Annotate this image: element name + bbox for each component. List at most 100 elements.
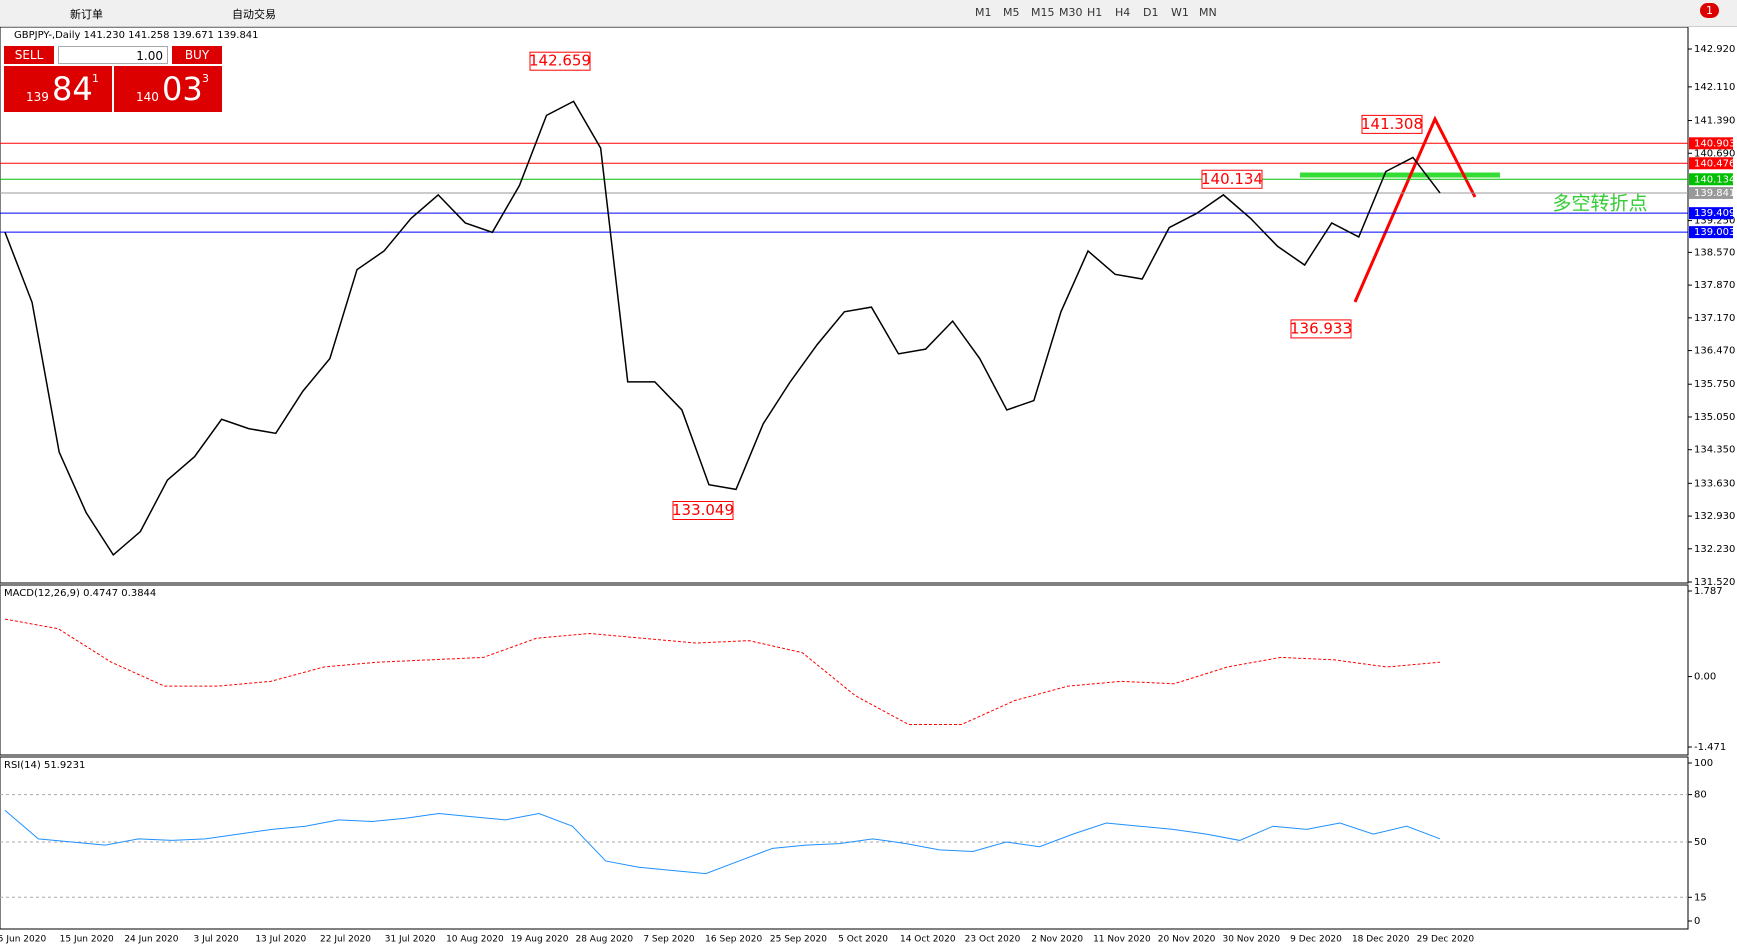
series-line [4, 100, 1441, 557]
toolbar: 新订单 自动交易 1 M1 M5 M15 M30 H1 H4 D1 W1 MN [0, 0, 1737, 27]
y-tick-label: 132.930 [1694, 511, 1735, 522]
annotation: 136.933 [1290, 319, 1352, 337]
bid-main: 84 [52, 70, 93, 108]
y-tick-label: 134.350 [1694, 445, 1735, 456]
annotation-box [672, 501, 734, 521]
annotation: 140.134 [1201, 170, 1263, 188]
x-tick-label: 18 Dec 2020 [1352, 935, 1410, 945]
timeframe-button[interactable]: MN [1199, 6, 1217, 19]
timeframe-button[interactable]: W1 [1171, 6, 1189, 19]
x-tick-label: 24 Jun 2020 [124, 935, 178, 945]
lot-input[interactable]: 1.00 [58, 46, 168, 64]
bid-price[interactable]: 139 84 1 [4, 66, 112, 112]
y-tick-label: 142.920 [1694, 44, 1735, 55]
panel-title: MACD(12,26,9) 0.4747 0.3844 [4, 588, 156, 599]
annotation-box [1361, 114, 1423, 134]
y-tick-label: 135.050 [1694, 412, 1735, 423]
x-tick-label: 9 Dec 2020 [1290, 935, 1342, 945]
x-tick-label: 22 Jul 2020 [320, 935, 371, 945]
price-level-box [1689, 207, 1733, 220]
panel-title: GBPJPY-,Daily 141.230 141.258 139.671 13… [14, 30, 259, 41]
timeframe-button[interactable]: H4 [1115, 6, 1131, 19]
x-tick-label: 3 Jul 2020 [193, 935, 238, 945]
main-frame [0, 27, 1689, 584]
annotation: 142.659 [529, 52, 591, 70]
x-tick-label: 23 Oct 2020 [965, 935, 1021, 945]
x-tick-label: 16 Sep 2020 [705, 935, 762, 945]
x-tick-label: 14 Oct 2020 [900, 935, 956, 945]
y-tick-label: 0 [1694, 916, 1700, 927]
y-tick-label: 0.00 [1694, 672, 1716, 683]
y-tick-label: 132.230 [1694, 544, 1735, 555]
price-level-label: 140.476 [1694, 158, 1735, 169]
price-level-box [1689, 226, 1733, 239]
price-level-label: 139.841 [1694, 188, 1735, 199]
price-level-label: 139.409 [1694, 208, 1735, 219]
auto-trading-button[interactable]: 自动交易 [232, 8, 276, 21]
x-tick-label: 13 Jul 2020 [255, 935, 306, 945]
x-tick-label: 19 Aug 2020 [511, 935, 569, 945]
annotation: 133.049 [672, 501, 734, 519]
y-tick-label: 50 [1694, 837, 1707, 848]
x-tick-label: 11 Nov 2020 [1093, 935, 1151, 945]
bid-big: 139 [26, 90, 49, 104]
trade-panel: SELL 1.00 BUY 139 84 1 140 03 3 [4, 46, 222, 112]
price-level-box [1689, 157, 1733, 170]
price-level-label: 139.003 [1694, 227, 1735, 238]
chart: GBPJPY-,Daily 141.230 141.258 139.671 13… [0, 27, 1735, 945]
x-tick-label: 5 Oct 2020 [838, 935, 888, 945]
x-tick-label: 30 Nov 2020 [1222, 935, 1280, 945]
price-level-box [1689, 186, 1733, 199]
timeframe-button[interactable]: M30 [1059, 6, 1083, 19]
x-tick-label: 31 Jul 2020 [385, 935, 436, 945]
ask-sup: 3 [202, 72, 209, 85]
bid-sup: 1 [92, 72, 99, 85]
y-tick-label: -1.471 [1694, 742, 1726, 753]
x-tick-label: 20 Nov 2020 [1158, 935, 1216, 945]
y-tick-label: 100 [1694, 758, 1713, 769]
price-level-box [1689, 173, 1733, 186]
macd-frame [0, 584, 1689, 756]
timeframe-button[interactable]: D1 [1143, 6, 1159, 19]
x-tick-label: 10 Aug 2020 [446, 935, 504, 945]
y-tick-label: 139.250 [1694, 216, 1735, 227]
annotation-box [1201, 169, 1263, 189]
buy-button[interactable]: BUY [172, 46, 222, 64]
x-tick-label: 15 Jun 2020 [60, 935, 114, 945]
y-tick-label: 1.787 [1694, 586, 1723, 597]
y-tick-label: 142.110 [1694, 82, 1735, 93]
x-tick-label: 25 Sep 2020 [770, 935, 827, 945]
new-order-button[interactable]: 新订单 [70, 8, 103, 21]
ask-price[interactable]: 140 03 3 [114, 66, 222, 112]
timeframe-button[interactable]: M1 [975, 6, 992, 19]
price-level-box [1689, 137, 1733, 150]
series-line [4, 618, 1441, 725]
price-level-label: 140.134 [1694, 174, 1735, 185]
y-tick-label: 141.390 [1694, 116, 1735, 127]
series-line [4, 810, 1441, 875]
ask-main: 03 [162, 70, 203, 108]
price-level-label: 140.903 [1694, 138, 1735, 149]
x-tick-label: 28 Aug 2020 [575, 935, 633, 945]
y-tick-label: 135.750 [1694, 379, 1735, 390]
y-tick-label: 80 [1694, 790, 1707, 801]
y-tick-label: 140.690 [1694, 148, 1735, 159]
timeframe-button[interactable]: M5 [1003, 6, 1020, 19]
timeframe-button[interactable]: H1 [1087, 6, 1103, 19]
y-tick-label: 136.470 [1694, 346, 1735, 357]
x-tick-label: 29 Dec 2020 [1417, 935, 1475, 945]
rsi-frame [0, 756, 1689, 930]
y-tick-label: 137.170 [1694, 313, 1735, 324]
annotation-box [529, 51, 591, 71]
panel-title: RSI(14) 51.9231 [4, 760, 85, 771]
notification-badge[interactable]: 1 [1700, 3, 1719, 18]
sell-button[interactable]: SELL [4, 46, 54, 64]
note: 多空转折点 [1552, 193, 1647, 215]
y-tick-label: 131.520 [1694, 577, 1735, 588]
x-tick-label: 5 Jun 2020 [0, 935, 46, 945]
annotation: 141.308 [1361, 115, 1423, 133]
y-tick-label: 137.870 [1694, 280, 1735, 291]
red-arrow [1353, 115, 1477, 303]
timeframe-button[interactable]: M15 [1031, 6, 1055, 19]
